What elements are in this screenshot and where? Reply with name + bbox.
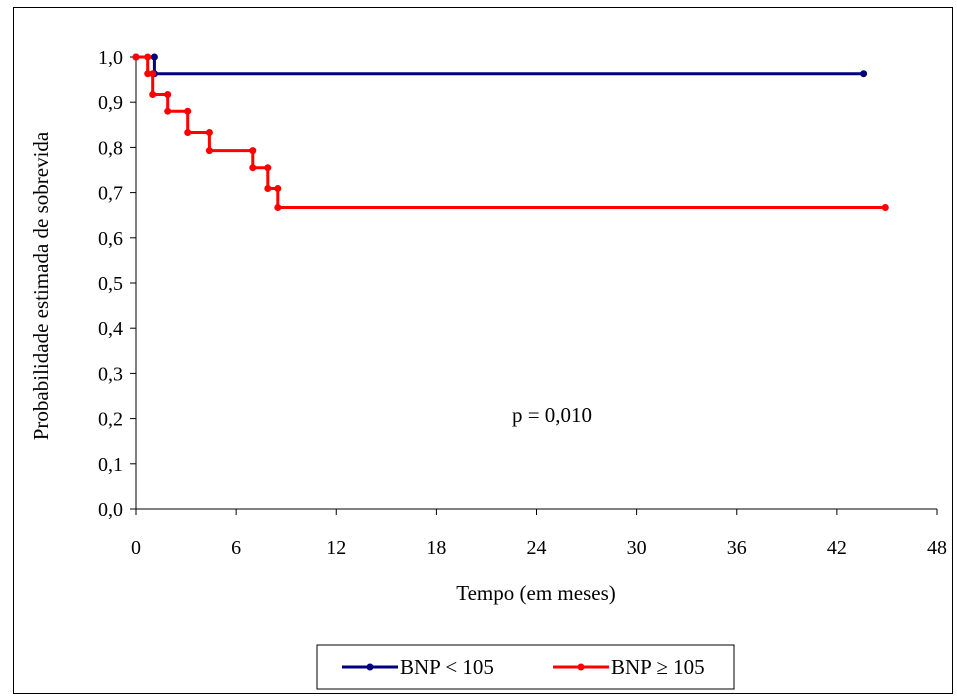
series-point-bnp-high <box>881 204 889 211</box>
x-tick-label: 12 <box>326 537 346 559</box>
y-tick-label: 0,5 <box>98 273 123 295</box>
y-axis-title: Probabilidade estimada de sobrevida <box>29 131 53 440</box>
x-tick-label: 24 <box>527 537 547 559</box>
x-tick-label: 42 <box>827 537 847 559</box>
series-point-bnp-low <box>150 53 158 61</box>
legend: BNP < 105 BNP ≥ 105 <box>316 644 735 690</box>
series-point-bnp-high <box>249 164 257 172</box>
series-line-bnp-low <box>136 55 864 76</box>
x-tick-label: 36 <box>727 537 747 559</box>
y-tick-label: 0,2 <box>98 409 123 431</box>
series-point-bnp-high <box>264 185 272 192</box>
ticks: 0,0 0,1 0,2 0,3 0,4 0,5 0,6 0,7 0,8 0,9 1,0 0 6 12 18 2… <box>98 47 947 559</box>
series-point-bnp-high <box>144 53 152 61</box>
x-tick-label: 18 <box>426 537 446 559</box>
y-tick-label: 0,4 <box>98 318 123 340</box>
series-bnp-low <box>132 53 868 78</box>
x-tick-label: 30 <box>627 537 647 559</box>
series-point-bnp-high <box>144 70 152 78</box>
x-tick-label: 6 <box>231 537 241 559</box>
legend-item-bnp-high: BNP ≥ 105 <box>553 655 705 679</box>
series-layer <box>132 53 889 211</box>
series-point-bnp-high <box>205 147 213 155</box>
y-tick-label: 0,7 <box>98 183 123 205</box>
legend-marker-bnp-low <box>366 663 374 671</box>
series-point-bnp-low <box>860 70 868 78</box>
series-line-bnp-high <box>136 55 886 209</box>
series-point-bnp-high <box>274 185 282 192</box>
y-tick-label: 1,0 <box>98 47 123 69</box>
x-tick-label: 0 <box>131 537 141 559</box>
series-point-bnp-high <box>149 70 157 78</box>
series-point-bnp-high <box>264 164 272 172</box>
x-axis-title: Tempo (em meses) <box>456 581 615 605</box>
series-point-bnp-high <box>149 91 157 98</box>
series-point-bnp-high <box>184 129 192 136</box>
series-point-bnp-high <box>205 129 213 136</box>
legend-item-bnp-low: BNP < 105 <box>342 655 494 679</box>
series-point-bnp-high <box>249 147 257 155</box>
x-tick-label: 48 <box>927 537 947 559</box>
y-tick-label: 0,3 <box>98 363 123 385</box>
legend-label-bnp-high: BNP ≥ 105 <box>611 655 705 679</box>
series-point-bnp-high <box>164 107 172 115</box>
y-tick-label: 0,0 <box>98 499 123 521</box>
legend-marker-bnp-high <box>577 663 585 671</box>
axes <box>135 57 937 510</box>
series-bnp-high <box>132 53 889 211</box>
series-point-bnp-high <box>184 107 192 115</box>
y-tick-label: 0,8 <box>98 137 123 159</box>
p-value-annotation: p = 0,010 <box>512 403 592 427</box>
series-point-bnp-high <box>132 53 140 61</box>
y-tick-label: 0,6 <box>98 228 123 250</box>
y-tick-label: 0,9 <box>98 92 123 114</box>
legend-label-bnp-low: BNP < 105 <box>400 655 494 679</box>
chart-frame <box>13 7 953 694</box>
y-tick-label: 0,1 <box>98 454 123 476</box>
series-point-bnp-high <box>164 91 172 98</box>
series-point-bnp-high <box>274 204 282 211</box>
